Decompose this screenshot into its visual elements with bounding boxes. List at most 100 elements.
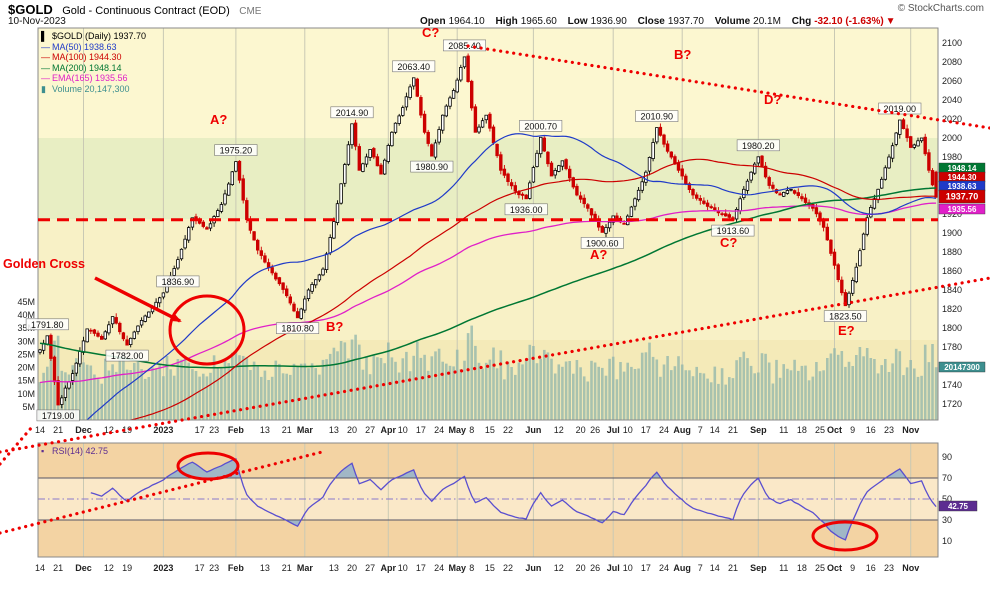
rsi-panel-border	[37, 442, 939, 558]
svg-text:14: 14	[710, 563, 720, 573]
ma50-swatch-icon: —	[41, 41, 50, 52]
svg-text:1782.00: 1782.00	[111, 351, 144, 361]
instrument-name: Gold - Continuous Contract (EOD)	[62, 5, 230, 17]
svg-text:Mar: Mar	[297, 563, 314, 573]
svg-text:1938.63: 1938.63	[948, 182, 977, 191]
ma100-swatch-icon: —	[41, 52, 50, 62]
legend-rsi-text: RSI(14) 42.75	[52, 446, 109, 456]
svg-text:21: 21	[282, 563, 292, 573]
svg-text:2060: 2060	[942, 76, 962, 86]
low-label: Low	[567, 16, 588, 27]
wave-label: A?	[210, 112, 227, 127]
volume-label: Volume	[714, 16, 751, 27]
legend-rsi: ▪ RSI(14) 42.75	[41, 446, 108, 456]
svg-text:Feb: Feb	[228, 425, 245, 435]
legend-ma50-text: MA(50) 1938.63	[52, 41, 117, 52]
svg-text:12: 12	[554, 563, 564, 573]
svg-text:16: 16	[866, 425, 876, 435]
svg-text:15: 15	[485, 425, 495, 435]
svg-text:25M: 25M	[17, 349, 35, 359]
golden-cross-circle	[168, 294, 246, 366]
svg-text:25: 25	[815, 563, 825, 573]
svg-text:1800: 1800	[942, 323, 962, 333]
candlesticks	[38, 53, 938, 409]
svg-text:Apr: Apr	[381, 563, 397, 573]
rsi-overbought-circle	[176, 451, 240, 481]
svg-text:2023: 2023	[153, 563, 173, 573]
svg-text:9: 9	[850, 563, 855, 573]
svg-text:26: 26	[590, 563, 600, 573]
svg-text:17: 17	[641, 425, 651, 435]
svg-text:24: 24	[659, 563, 669, 573]
svg-text:21: 21	[53, 425, 63, 435]
svg-text:1944.30: 1944.30	[948, 173, 977, 182]
svg-text:19: 19	[122, 425, 132, 435]
svg-text:20147300: 20147300	[944, 363, 980, 372]
svg-text:Sep: Sep	[750, 563, 767, 573]
svg-text:21: 21	[282, 425, 292, 435]
svg-text:1980.90: 1980.90	[416, 162, 449, 172]
svg-text:1820: 1820	[942, 304, 962, 314]
svg-text:17: 17	[195, 425, 205, 435]
price-panel-border	[37, 27, 939, 421]
svg-text:1900: 1900	[942, 228, 962, 238]
legend-ma50: — MA(50) 1938.63	[41, 42, 146, 53]
svg-text:50: 50	[942, 494, 952, 504]
golden-cross-arrow	[94, 276, 182, 323]
svg-text:Aug: Aug	[673, 563, 691, 573]
svg-text:10: 10	[623, 563, 633, 573]
svg-text:Feb: Feb	[228, 563, 245, 573]
wave-label: C?	[422, 25, 439, 40]
svg-text:2000.70: 2000.70	[524, 121, 557, 131]
ma200-swatch-icon: —	[41, 62, 50, 73]
svg-text:Dec: Dec	[75, 563, 92, 573]
legend-ema165: — EMA(165) 1935.56	[41, 73, 146, 84]
svg-text:1980: 1980	[942, 152, 962, 162]
svg-text:10: 10	[398, 425, 408, 435]
svg-text:Nov: Nov	[902, 563, 919, 573]
svg-text:24: 24	[434, 425, 444, 435]
svg-text:42.75: 42.75	[948, 502, 969, 511]
svg-text:2000: 2000	[942, 133, 962, 143]
svg-text:8: 8	[469, 425, 474, 435]
svg-text:12: 12	[554, 425, 564, 435]
svg-text:10: 10	[398, 563, 408, 573]
svg-text:11: 11	[779, 563, 788, 573]
low-value: 1936.90	[590, 16, 627, 27]
svg-text:1740: 1740	[942, 380, 962, 390]
svg-text:27: 27	[365, 563, 375, 573]
svg-text:12: 12	[104, 425, 114, 435]
exchange: CME	[239, 6, 262, 17]
svg-text:1720: 1720	[942, 399, 962, 409]
legend-ma200-text: MA(200) 1948.14	[52, 62, 122, 73]
legend-ma200: — MA(200) 1948.14	[41, 63, 146, 74]
svg-text:7: 7	[698, 425, 703, 435]
price-callouts: 1791.80 1719.00 1782.00 1836.90 1975.20 1810.…	[25, 39, 922, 422]
svg-text:13: 13	[329, 425, 339, 435]
svg-text:45M: 45M	[17, 297, 35, 307]
volume-value: 20.1M	[753, 16, 781, 27]
svg-text:20M: 20M	[17, 363, 35, 373]
open-value: 1964.10	[448, 16, 485, 27]
legend-ema165-text: EMA(165) 1935.56	[52, 73, 128, 83]
copyright: © StockCharts.com	[897, 3, 984, 14]
svg-text:8: 8	[469, 563, 474, 573]
ma100-line	[127, 158, 937, 420]
svg-text:23: 23	[884, 425, 894, 435]
lower-left-segment	[0, 425, 34, 466]
svg-text:14: 14	[35, 563, 45, 573]
rsi-line	[90, 458, 937, 541]
svg-text:21: 21	[728, 563, 738, 573]
svg-text:1980.20: 1980.20	[742, 141, 775, 151]
wave-label: B?	[674, 47, 691, 62]
svg-text:1936.00: 1936.00	[510, 205, 543, 215]
svg-text:1913.60: 1913.60	[717, 226, 750, 236]
close-label: Close	[637, 16, 665, 27]
wave-label: E?	[838, 323, 855, 338]
close-value: 1937.70	[667, 16, 704, 27]
chg-value: -32.10 (-1.63%)	[814, 16, 884, 27]
chg-down-arrow-icon: ▼	[885, 16, 896, 27]
svg-text:10: 10	[942, 536, 952, 546]
